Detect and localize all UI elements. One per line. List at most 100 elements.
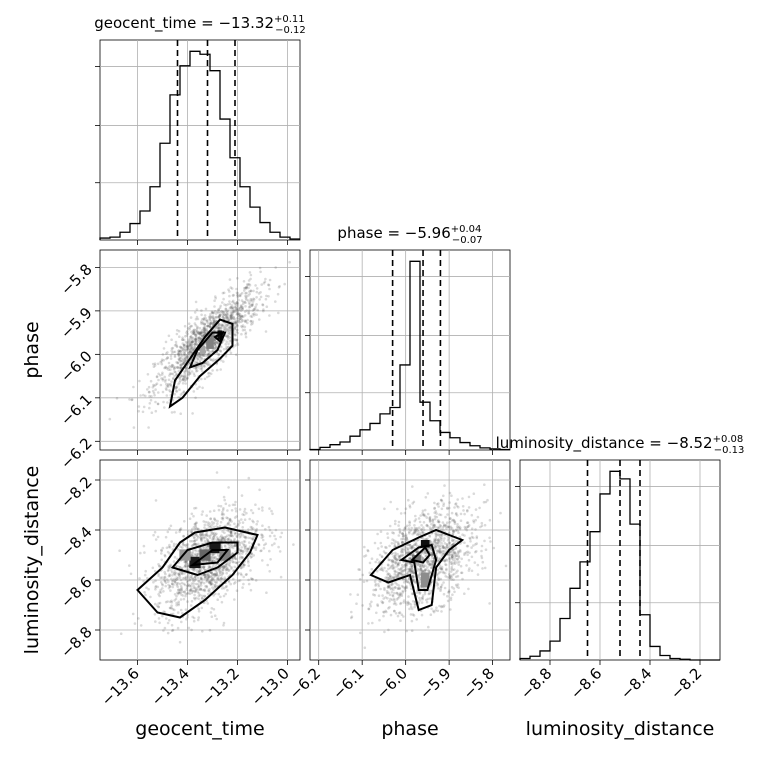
sample-point: [410, 545, 413, 549]
sample-point: [174, 366, 177, 369]
sample-point: [191, 549, 195, 553]
sample-point: [151, 566, 155, 570]
sample-point: [188, 328, 191, 331]
sample-point: [167, 378, 171, 382]
sample-point: [402, 599, 406, 602]
sample-point: [239, 309, 243, 312]
sample-point: [199, 331, 203, 335]
sample-point: [380, 545, 384, 548]
sample-point: [231, 299, 235, 303]
sample-point: [385, 589, 389, 593]
sample-point: [197, 584, 201, 588]
sample-point: [199, 355, 202, 359]
sample-point: [445, 543, 449, 546]
sample-point: [470, 527, 474, 530]
sample-point: [235, 339, 238, 342]
sample-point: [463, 512, 466, 516]
sample-point: [395, 565, 399, 568]
sample-point: [388, 585, 391, 589]
sample-point: [396, 563, 400, 567]
sample-point: [212, 559, 215, 562]
sample-point: [426, 547, 430, 550]
sample-point: [196, 534, 199, 538]
sample-point: [170, 411, 174, 414]
sample-point: [240, 299, 244, 302]
sample-point: [399, 555, 402, 558]
sample-point: [153, 394, 156, 397]
sample-point: [217, 322, 221, 326]
sample-point: [442, 571, 445, 575]
sample-point: [445, 543, 449, 546]
sample-point: [208, 371, 211, 375]
sample-point: [381, 601, 385, 604]
sample-point: [224, 308, 228, 311]
sample-point: [237, 298, 240, 302]
sample-point: [158, 374, 162, 377]
sample-point: [444, 525, 448, 528]
sample-point: [199, 364, 202, 368]
sample-point: [184, 594, 187, 598]
sample-point: [187, 354, 190, 357]
sample-point: [391, 552, 395, 555]
sample-point: [197, 585, 201, 589]
sample-point: [244, 544, 248, 547]
sample-point: [265, 294, 268, 298]
sample-point: [431, 563, 434, 567]
sample-point: [410, 574, 414, 578]
sample-point: [170, 363, 174, 367]
sample-point: [242, 535, 246, 538]
sample-point: [168, 619, 171, 622]
sample-point: [413, 528, 417, 532]
sample-point: [184, 577, 188, 580]
sample-point: [201, 546, 205, 550]
sample-point: [448, 557, 452, 560]
sample-point: [203, 565, 206, 568]
sample-point: [207, 575, 210, 579]
sample-point: [184, 608, 188, 611]
sample-point: [480, 556, 484, 560]
sample-point: [254, 305, 257, 309]
sample-point: [224, 354, 228, 358]
sample-point: [440, 499, 444, 503]
sample-point: [215, 525, 218, 528]
sample-point: [191, 576, 194, 580]
sample-point: [209, 533, 213, 536]
sample-point: [198, 331, 201, 335]
sample-point: [223, 312, 226, 316]
sample-point: [411, 545, 414, 548]
sample-point: [390, 591, 394, 594]
sample-point: [217, 315, 221, 318]
sample-point: [224, 314, 227, 317]
sample-point: [248, 305, 252, 309]
sample-point: [393, 545, 397, 548]
sample-point: [188, 370, 191, 374]
sample-point: [404, 563, 407, 566]
sample-point: [224, 334, 228, 338]
sample-point: [393, 599, 396, 602]
sample-point: [157, 593, 160, 596]
sample-point: [220, 309, 223, 313]
sample-point: [215, 617, 218, 621]
sample-point: [193, 590, 197, 594]
sample-point: [208, 628, 212, 632]
sample-point: [165, 382, 168, 386]
sample-point: [228, 318, 231, 322]
sample-point: [390, 583, 394, 587]
sample-point: [401, 532, 405, 535]
sample-point: [212, 559, 215, 563]
sample-point: [247, 309, 251, 312]
sample-point: [210, 559, 213, 563]
sample-point: [450, 553, 454, 556]
contour-level-3: [213, 330, 225, 344]
sample-point: [409, 562, 413, 565]
sample-point: [186, 342, 189, 346]
sample-point: [260, 283, 264, 286]
sample-point: [470, 513, 474, 517]
sample-point: [213, 580, 217, 584]
sample-point: [247, 528, 250, 531]
sample-point: [209, 611, 213, 614]
sample-point: [226, 538, 230, 541]
sample-point: [185, 376, 189, 380]
sample-point: [411, 545, 415, 548]
sample-point: [376, 604, 380, 608]
